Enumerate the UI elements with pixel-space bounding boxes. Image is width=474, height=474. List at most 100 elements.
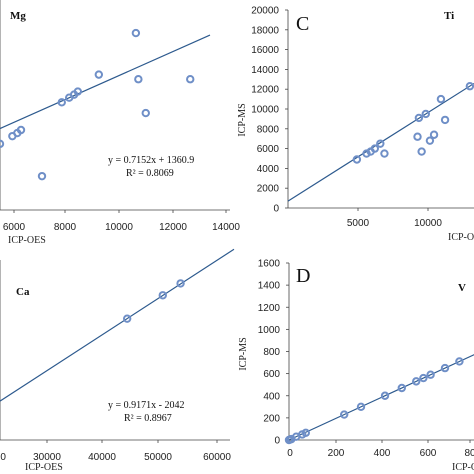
mg-data-point xyxy=(0,139,5,149)
ti-y-tick-label: 2000 xyxy=(257,184,280,195)
ti-data-point xyxy=(417,147,426,156)
v-y-ticks: 0 200 400 600 800 1000 1200 1400 1600 xyxy=(258,259,289,447)
ti-y-tick-label: 4000 xyxy=(257,164,280,175)
ti-data-point xyxy=(421,109,430,119)
panel-v: 0 200 400 600 800 1000 1200 1400 1600 0 200 400 600… xyxy=(238,259,474,473)
v-x-tick-label: 80 xyxy=(464,448,474,459)
ti-data-point xyxy=(436,94,446,104)
v-x-tick-label: 0 xyxy=(287,448,293,459)
ti-panel-letter: C xyxy=(296,13,309,35)
v-data-point xyxy=(426,370,435,379)
v-x-tick-label: 200 xyxy=(328,448,345,459)
mg-x-tick-label: 6000 xyxy=(3,222,26,233)
mg-x-tick-label: 14000 xyxy=(212,222,240,233)
ti-y-tick-label: 18000 xyxy=(251,25,279,36)
ca-x-tick-label: 30000 xyxy=(33,452,61,463)
v-y-tick-label: 0 xyxy=(274,436,280,447)
ti-data-point xyxy=(370,144,379,153)
ti-points xyxy=(352,82,474,164)
ca-x-tick-label: 60000 xyxy=(203,452,231,463)
ti-y-tick-label: 16000 xyxy=(251,45,279,56)
mg-data-point xyxy=(57,98,66,107)
ti-data-point xyxy=(414,113,424,123)
ti-data-point xyxy=(376,139,385,148)
ca-x-tick-label: 50000 xyxy=(144,452,172,463)
ca-data-point xyxy=(176,279,185,288)
mg-x-tick-label: 12000 xyxy=(159,222,187,233)
ti-fit-line xyxy=(287,82,474,202)
mg-fit-line xyxy=(0,34,211,130)
ca-x-tick-label: 20000 xyxy=(0,452,6,463)
ti-y-tick-label: 8000 xyxy=(257,124,280,135)
mg-element-label: Mg xyxy=(10,10,26,22)
ti-data-point xyxy=(465,82,474,91)
v-y-tick-label: 1400 xyxy=(258,281,281,292)
ca-x-tick-label: 40000 xyxy=(88,452,116,463)
ti-fit-line-group xyxy=(287,82,474,202)
v-x-axis-label: ICP-O xyxy=(452,462,474,473)
ca-x-axis-label: ICP-OES xyxy=(25,462,63,473)
ti-x-tick-label: 10000 xyxy=(414,218,442,229)
v-x-tick-label: 600 xyxy=(420,448,437,459)
v-data-point xyxy=(340,410,349,419)
v-points xyxy=(284,357,464,445)
mg-equation: y = 0.7152x + 1360.9 xyxy=(108,155,194,166)
ti-y-tick-label: 20000 xyxy=(251,6,279,17)
mg-fit-line-group xyxy=(0,34,211,130)
ti-data-point xyxy=(429,130,439,139)
mg-r2: R² = 0.8069 xyxy=(126,168,174,179)
ti-y-tick-label: 10000 xyxy=(251,105,279,116)
mg-data-point xyxy=(16,125,26,135)
ti-data-point xyxy=(425,136,435,145)
ti-y-ticks: 0 2000 4000 6000 8000 10000 12000 14000 16000 180… xyxy=(251,6,288,215)
v-data-point xyxy=(380,391,390,400)
ti-y-tick-label: 12000 xyxy=(251,85,279,96)
v-element-label: V xyxy=(458,282,466,294)
v-data-point xyxy=(440,363,450,373)
ti-data-point xyxy=(413,132,422,141)
v-x-ticks: 0 200 400 600 80 xyxy=(287,440,474,459)
v-data-point xyxy=(301,428,310,438)
mg-data-point xyxy=(141,108,150,118)
ca-data-point xyxy=(122,314,132,323)
mg-data-point xyxy=(186,75,195,84)
v-y-axis-label: ICP-MS xyxy=(238,337,249,370)
ti-data-point xyxy=(352,155,362,164)
v-fit-line xyxy=(288,354,474,441)
ca-fit-line-group xyxy=(0,248,235,402)
ti-y-tick-label: 6000 xyxy=(257,144,280,155)
ca-data-point xyxy=(158,291,167,300)
mg-data-point xyxy=(134,75,143,84)
ca-fit-line xyxy=(0,248,235,402)
ti-y-tick-label: 0 xyxy=(273,204,279,215)
mg-x-ticks: 6000 8000 10000 12000 14000 xyxy=(3,210,240,233)
ti-data-point xyxy=(440,115,450,125)
ca-r2: R² = 0.8967 xyxy=(124,413,172,424)
panel-ti: 0 2000 4000 6000 8000 10000 12000 14000 16000 180… xyxy=(237,6,474,243)
mg-x-axis-label: ICP-OES xyxy=(8,235,46,246)
ca-x-ticks: 20000 30000 40000 50000 60000 xyxy=(0,440,231,463)
ti-data-point xyxy=(380,149,389,158)
ti-y-axis-label: ICP-MS xyxy=(237,103,248,136)
v-y-tick-label: 800 xyxy=(263,347,280,358)
v-y-tick-label: 600 xyxy=(263,369,280,380)
panel-ca: 20000 30000 40000 50000 60000 Ca y = 0.9171x… xyxy=(0,248,235,473)
ca-element-label: Ca xyxy=(16,286,30,298)
v-fit-line-group xyxy=(288,354,474,441)
ti-y-tick-label: 14000 xyxy=(251,65,279,76)
mg-data-point xyxy=(37,171,47,181)
v-y-tick-label: 400 xyxy=(263,391,280,402)
mg-data-point xyxy=(131,28,141,38)
mg-data-point xyxy=(73,87,83,96)
v-y-tick-label: 1600 xyxy=(258,259,281,270)
mg-x-tick-label: 8000 xyxy=(54,222,77,233)
ti-x-tick-label: 5000 xyxy=(347,218,370,229)
v-data-point xyxy=(397,383,406,393)
ti-element-label: Ti xyxy=(444,10,454,22)
v-y-tick-label: 200 xyxy=(263,413,280,424)
v-x-tick-label: 400 xyxy=(374,448,391,459)
v-y-tick-label: 1200 xyxy=(258,303,281,314)
v-y-tick-label: 1000 xyxy=(258,325,281,336)
v-data-point xyxy=(455,357,464,366)
